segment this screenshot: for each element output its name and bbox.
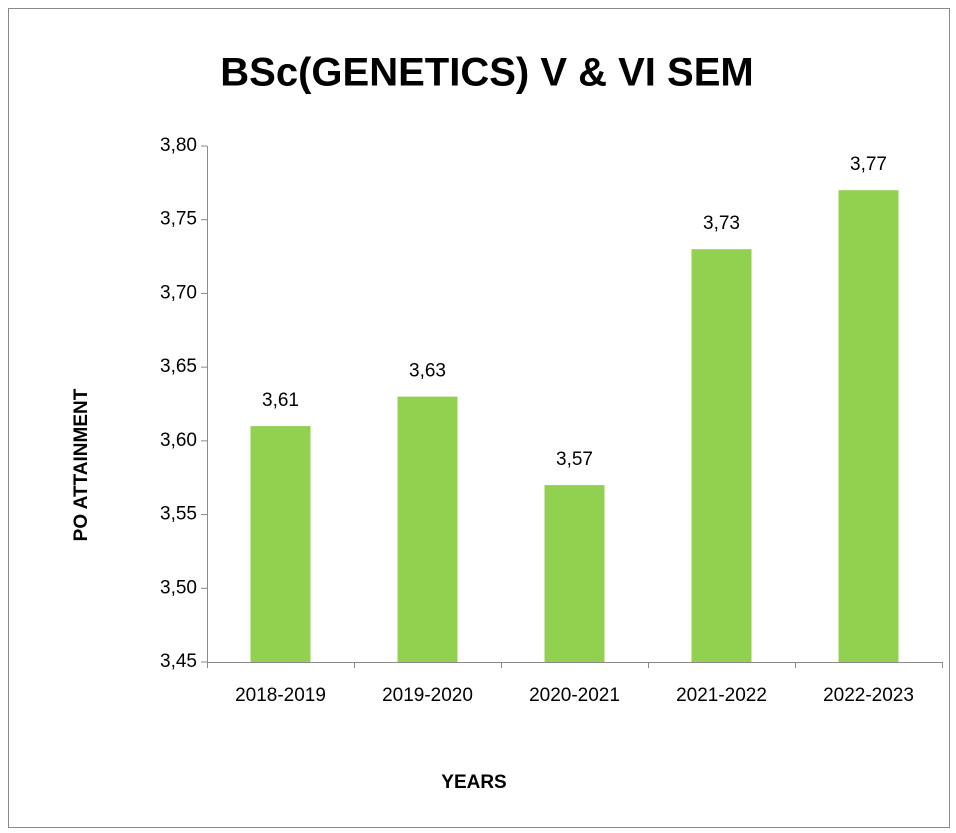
- y-tick-label: 3,60: [160, 430, 197, 451]
- y-tick-label: 3,55: [160, 504, 197, 525]
- bar: [838, 190, 899, 662]
- x-tick-label: 2018-2019: [235, 685, 326, 706]
- y-tick-label: 3,75: [160, 209, 197, 230]
- x-tick-label: 2019-2020: [382, 685, 473, 706]
- x-axis-label: YEARS: [441, 772, 506, 793]
- bar: [250, 426, 311, 662]
- y-tick-label: 3,50: [160, 577, 197, 598]
- y-tick-label: 3,65: [160, 356, 197, 377]
- chart-title: BSc(GENETICS) V & VI SEM: [220, 51, 753, 95]
- y-tick-label: 3,45: [160, 651, 197, 672]
- x-tick-label: 2021-2022: [676, 685, 767, 706]
- data-label: 3,77: [850, 154, 887, 175]
- chart-border: [8, 8, 950, 828]
- data-label: 3,73: [703, 213, 740, 234]
- x-tick-label: 2020-2021: [529, 685, 620, 706]
- data-label: 3,61: [262, 390, 299, 411]
- bar: [691, 249, 752, 662]
- data-label: 3,63: [409, 361, 446, 382]
- y-tick-label: 3,70: [160, 282, 197, 303]
- bar: [397, 396, 458, 662]
- data-label: 3,57: [556, 449, 593, 470]
- y-tick-label: 3,80: [160, 135, 197, 156]
- x-tick-label: 2022-2023: [823, 685, 914, 706]
- y-axis-label: PO ATTAINMENT: [71, 388, 92, 541]
- bar: [544, 485, 605, 662]
